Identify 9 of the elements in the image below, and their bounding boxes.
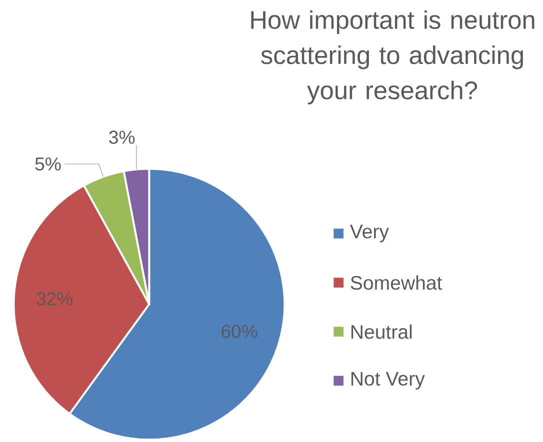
chart-title: How important is neutron scattering to advancing your research? — [251, 10, 534, 105]
legend-label: Neutral — [351, 324, 412, 340]
data-label: 3% — [109, 130, 135, 144]
legend-label: Not Very — [351, 372, 425, 390]
data-label: 60% — [222, 325, 258, 338]
legend-label: Somewhat — [350, 276, 442, 290]
legend-label: Very — [350, 225, 389, 243]
data-label: 32% — [36, 292, 72, 306]
data-label: 5% — [35, 158, 61, 171]
